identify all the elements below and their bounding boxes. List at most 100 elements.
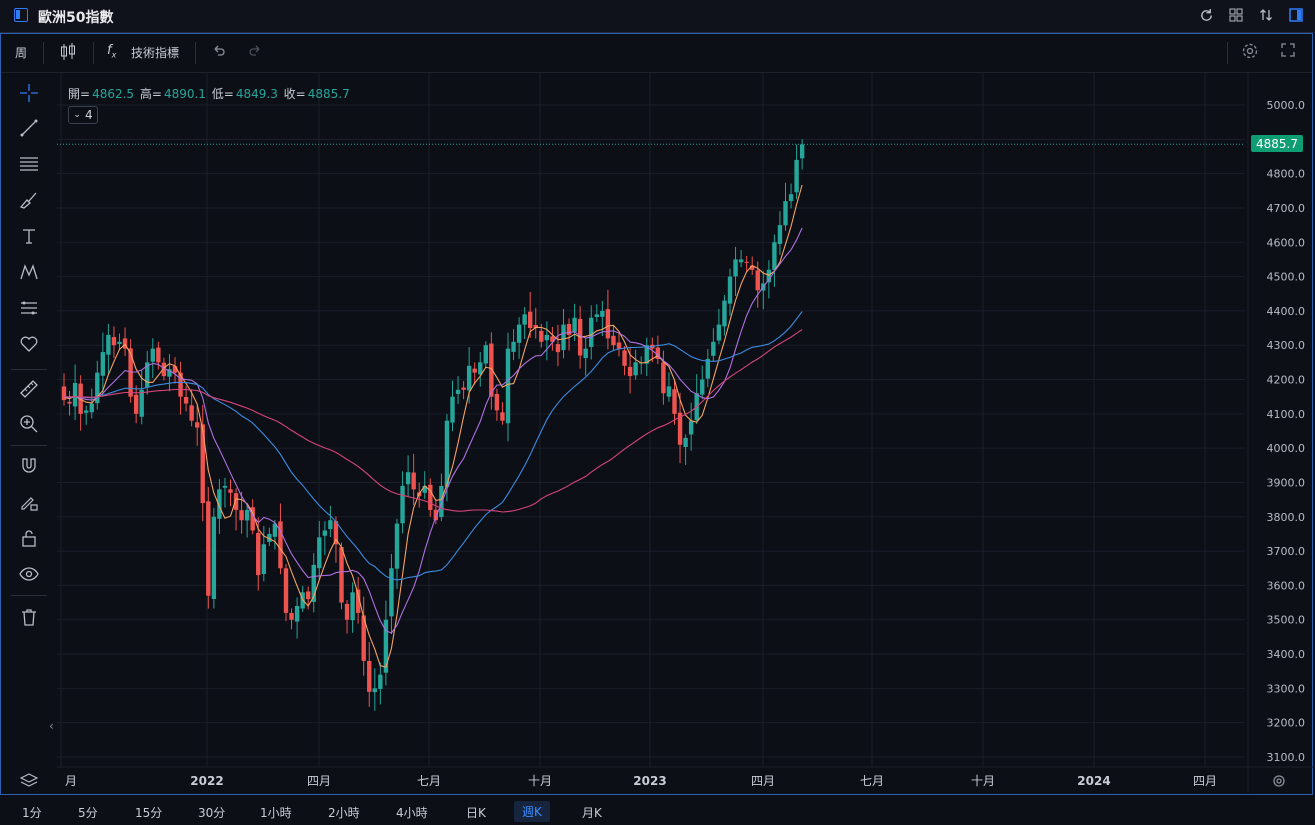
y-tick-label: 3300.0 xyxy=(1267,682,1306,695)
candle xyxy=(344,599,350,634)
high-value: 4890.1 xyxy=(163,87,206,101)
y-tick-label: 3500.0 xyxy=(1267,614,1306,627)
timeframe-2[interactable]: 15分 xyxy=(135,806,163,820)
candle xyxy=(350,582,355,633)
open-label: 開= xyxy=(68,87,91,101)
eye-icon[interactable] xyxy=(18,563,40,585)
candle xyxy=(794,144,799,200)
ma60-line xyxy=(63,329,803,513)
candle xyxy=(372,668,377,711)
candle xyxy=(727,268,733,316)
title-actions xyxy=(1197,6,1305,24)
candle xyxy=(633,349,638,380)
measure-icon[interactable] xyxy=(18,297,40,319)
text-icon[interactable] xyxy=(18,225,40,247)
ma5-line xyxy=(63,184,803,668)
x-tick-label: 七月 xyxy=(860,774,884,788)
close-value: 4885.7 xyxy=(307,87,350,101)
y-tick-label: 3700.0 xyxy=(1267,545,1306,558)
layers-icon[interactable] xyxy=(18,770,40,792)
sort-icon[interactable] xyxy=(1257,6,1275,24)
x-tick-label: 七月 xyxy=(417,774,441,788)
indicator-legend-toggle[interactable]: ⌄ 4 xyxy=(68,106,98,124)
y-tick-label: 3900.0 xyxy=(1267,476,1306,489)
grid-layout-icon[interactable] xyxy=(1227,6,1245,24)
timeframe-0[interactable]: 1分 xyxy=(22,806,42,820)
x-tick-label: 四月 xyxy=(1193,774,1217,788)
candle xyxy=(522,306,527,339)
candle xyxy=(516,317,522,359)
candle xyxy=(89,388,94,419)
candle xyxy=(511,329,516,361)
candle xyxy=(616,333,622,357)
refresh-icon[interactable] xyxy=(1197,6,1215,24)
brush-icon[interactable] xyxy=(18,189,40,211)
ohlc-readout: 開= 4862.5 高= 4890.1 低= 4849.3 收= 4885.7 xyxy=(68,85,352,102)
timeframe-9[interactable]: 月K xyxy=(582,806,602,820)
timeframe-5[interactable]: 2小時 xyxy=(328,806,360,820)
candle xyxy=(783,182,788,231)
timeframe-7[interactable]: 日K xyxy=(466,806,486,820)
candle xyxy=(211,507,217,609)
timeframe-1[interactable]: 5分 xyxy=(78,806,98,820)
candle xyxy=(444,414,450,502)
timeframe-8[interactable]: 週K xyxy=(514,801,550,822)
candle xyxy=(644,337,649,377)
candle xyxy=(483,341,488,369)
settings-icon[interactable] xyxy=(1241,42,1259,63)
chart-frame xyxy=(0,33,1313,795)
sidebar-toggle-icon[interactable] xyxy=(14,8,28,22)
candle xyxy=(272,519,278,550)
crosshair-icon[interactable] xyxy=(18,82,40,104)
ruler-icon[interactable] xyxy=(18,378,40,400)
candle xyxy=(183,386,189,412)
fx-icon[interactable]: fx xyxy=(107,43,117,60)
fullscreen-icon[interactable] xyxy=(1280,42,1296,61)
trash-icon[interactable] xyxy=(18,606,40,628)
candle xyxy=(228,479,233,507)
timeframe-6[interactable]: 4小時 xyxy=(396,806,428,820)
candle xyxy=(100,332,106,396)
x-tick-label: 2023 xyxy=(633,774,666,788)
collapse-toolbar-icon[interactable]: ‹ xyxy=(49,719,54,733)
undo-icon[interactable] xyxy=(211,42,227,61)
lock-draw-icon[interactable] xyxy=(18,491,40,513)
lock-icon[interactable] xyxy=(18,527,40,549)
x-tick-label: 2024 xyxy=(1077,774,1110,788)
y-tick-label: 4100.0 xyxy=(1267,408,1306,421)
trendline-icon[interactable] xyxy=(18,117,40,139)
interval-button[interactable]: 周 xyxy=(15,46,28,60)
zoom-icon[interactable] xyxy=(18,413,40,435)
candle xyxy=(117,333,122,351)
candle xyxy=(67,390,72,416)
drawing-toolbar: ‹ xyxy=(1,73,57,793)
current-price-tag: 4885.7 xyxy=(1251,135,1303,153)
candle xyxy=(394,518,400,589)
candle xyxy=(611,324,616,351)
title-bar: 歐洲50指數 xyxy=(0,0,1315,33)
candle xyxy=(555,324,561,367)
candle xyxy=(655,335,661,364)
magnet-icon[interactable] xyxy=(18,455,40,477)
candle xyxy=(661,350,666,405)
candle xyxy=(722,295,727,336)
y-tick-label: 4500.0 xyxy=(1267,271,1306,284)
heart-icon[interactable] xyxy=(18,333,40,355)
redo-icon[interactable] xyxy=(247,42,263,61)
x-tick-label: ​月 xyxy=(65,774,77,788)
fib-icon[interactable] xyxy=(18,153,40,175)
candle xyxy=(528,291,533,339)
panel-toggle-icon[interactable] xyxy=(1287,6,1305,24)
indicators-button[interactable]: 技術指標 xyxy=(131,46,180,60)
axis-settings-icon[interactable] xyxy=(1273,775,1285,787)
pattern-icon[interactable] xyxy=(18,261,40,283)
x-tick-label: 四月 xyxy=(307,774,331,788)
timeframe-3[interactable]: 30分 xyxy=(198,806,226,820)
indicator-count: 4 xyxy=(84,108,93,122)
candle-type-icon[interactable] xyxy=(59,42,77,65)
candle xyxy=(705,349,710,388)
y-tick-label: 3200.0 xyxy=(1267,717,1306,730)
candlestick-chart[interactable]: 5000.0 4800.0 4700.0 4600.0 4500.0 4400.0 4300… xyxy=(57,73,1314,793)
candle xyxy=(278,503,283,575)
timeframe-4[interactable]: 1小時 xyxy=(260,806,292,820)
